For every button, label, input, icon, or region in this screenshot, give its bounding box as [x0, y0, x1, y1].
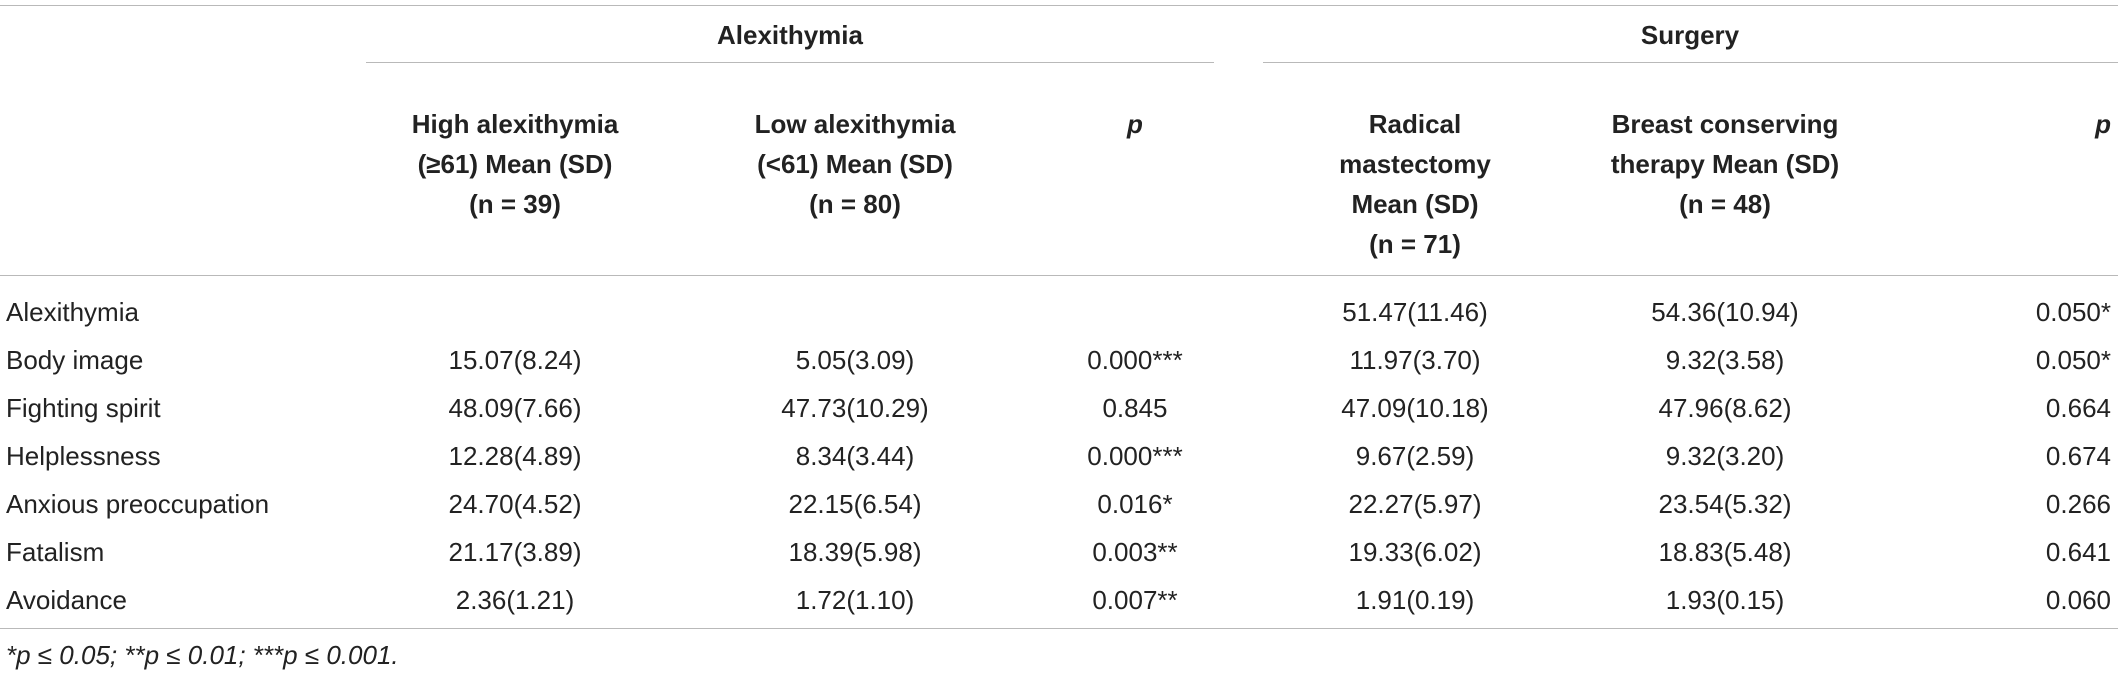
col-header-radical-line-2: mastectomy — [1339, 149, 1491, 179]
table-top-rule — [0, 5, 2118, 6]
table-row: Fatalism 21.17(3.89) 18.39(5.98) 0.003**… — [0, 528, 2118, 576]
cell-p-surgery: 0.050* — [2035, 345, 2111, 375]
cell-radical: 19.33(6.02) — [1348, 537, 1482, 567]
cell-high: 12.28(4.89) — [448, 441, 582, 471]
col-header-radical-line-1: Radical — [1368, 109, 1462, 139]
cell-p-alexithymia: 0.000*** — [1087, 345, 1183, 375]
row-label: Alexithymia — [6, 297, 139, 327]
row-label: Fatalism — [6, 537, 105, 567]
cell-low: 47.73(10.29) — [781, 393, 929, 423]
cell-p-surgery: 0.641 — [2045, 537, 2111, 567]
cell-low: 8.34(3.44) — [795, 441, 915, 471]
row-label: Avoidance — [6, 585, 127, 615]
row-label: Body image — [6, 345, 144, 375]
cell-radical: 1.91(0.19) — [1355, 585, 1475, 615]
col-header-breast-line-2: therapy Mean (SD) — [1610, 149, 1840, 179]
cell-breast: 9.32(3.58) — [1665, 345, 1785, 375]
col-header-breast-conserving: Breast conserving therapy Mean (SD) (n =… — [1575, 104, 1875, 224]
col-header-radical-line-4: (n = 71) — [1369, 229, 1461, 259]
cell-low: 1.72(1.10) — [795, 585, 915, 615]
table-row: Anxious preoccupation 24.70(4.52) 22.15(… — [0, 480, 2118, 528]
cell-breast: 1.93(0.15) — [1665, 585, 1785, 615]
cell-breast: 23.54(5.32) — [1658, 489, 1792, 519]
col-header-high-line-3: (n = 39) — [469, 189, 561, 219]
cell-high: 24.70(4.52) — [448, 489, 582, 519]
cell-radical: 22.27(5.97) — [1348, 489, 1482, 519]
cell-radical: 47.09(10.18) — [1341, 393, 1489, 423]
cell-radical: 11.97(3.70) — [1349, 345, 1481, 375]
col-header-high-line-1: High alexithymia — [411, 109, 619, 139]
cell-p-surgery: 0.266 — [2045, 489, 2111, 519]
table-footnote: *p ≤ 0.05; **p ≤ 0.01; ***p ≤ 0.001. — [6, 640, 399, 670]
cell-p-alexithymia: 0.000*** — [1087, 441, 1183, 471]
table-row: Helplessness 12.28(4.89) 8.34(3.44) 0.00… — [0, 432, 2118, 480]
col-header-p-alexithymia: p — [1127, 109, 1143, 139]
col-header-p-surgery: p — [2095, 109, 2111, 139]
row-label: Fighting spirit — [6, 393, 161, 423]
cell-p-alexithymia: 0.016* — [1097, 489, 1173, 519]
col-header-low-alexithymia: Low alexithymia (<61) Mean (SD) (n = 80) — [705, 104, 1005, 224]
col-header-high-alexithymia: High alexithymia (≥61) Mean (SD) (n = 39… — [365, 104, 665, 224]
cell-breast: 47.96(8.62) — [1658, 393, 1792, 423]
cell-p-surgery: 0.664 — [2045, 393, 2111, 423]
col-header-low-line-2: (<61) Mean (SD) — [757, 149, 953, 179]
group-title-surgery: Surgery — [1640, 20, 1740, 50]
cell-breast: 54.36(10.94) — [1651, 297, 1799, 327]
cell-radical: 51.47(11.46) — [1342, 297, 1488, 327]
cell-p-alexithymia: 0.007** — [1092, 585, 1178, 615]
cell-low: 22.15(6.54) — [788, 489, 922, 519]
col-header-low-line-3: (n = 80) — [809, 189, 901, 219]
surgery-group-rule — [1263, 62, 2118, 63]
col-header-low-line-1: Low alexithymia — [754, 109, 956, 139]
col-header-radical-mastectomy: Radical mastectomy Mean (SD) (n = 71) — [1265, 104, 1565, 264]
col-header-radical-line-3: Mean (SD) — [1351, 189, 1479, 219]
cell-high: 48.09(7.66) — [448, 393, 582, 423]
row-label: Anxious preoccupation — [6, 489, 270, 519]
cell-breast: 9.32(3.20) — [1665, 441, 1785, 471]
table-row: Fighting spirit 48.09(7.66) 47.73(10.29)… — [0, 384, 2118, 432]
cell-radical: 9.67(2.59) — [1355, 441, 1475, 471]
cell-breast: 18.83(5.48) — [1658, 537, 1792, 567]
cell-p-alexithymia: 0.003** — [1092, 537, 1178, 567]
cell-p-alexithymia: 0.845 — [1102, 393, 1168, 423]
cell-low: 18.39(5.98) — [788, 537, 922, 567]
cell-p-surgery: 0.674 — [2045, 441, 2111, 471]
table-row: Avoidance 2.36(1.21) 1.72(1.10) 0.007** … — [0, 576, 2118, 624]
group-title-alexithymia: Alexithymia — [717, 20, 863, 50]
table-row: Body image 15.07(8.24) 5.05(3.09) 0.000*… — [0, 336, 2118, 384]
cell-high: 21.17(3.89) — [448, 537, 582, 567]
col-header-high-line-2: (≥61) Mean (SD) — [417, 149, 613, 179]
header-bottom-rule — [0, 275, 2118, 276]
cell-high: 2.36(1.21) — [455, 585, 575, 615]
col-header-breast-line-3: (n = 48) — [1679, 189, 1771, 219]
cell-high: 15.07(8.24) — [448, 345, 582, 375]
cell-p-surgery: 0.060 — [2045, 585, 2111, 615]
cell-p-surgery: 0.050* — [2035, 297, 2111, 327]
alexithymia-group-rule — [366, 62, 1214, 63]
table-bottom-rule — [0, 628, 2118, 629]
row-label: Helplessness — [6, 441, 161, 471]
table-row: Alexithymia 51.47(11.46) 54.36(10.94) 0.… — [0, 288, 2118, 336]
cell-low: 5.05(3.09) — [795, 345, 915, 375]
col-header-breast-line-1: Breast conserving — [1611, 109, 1839, 139]
